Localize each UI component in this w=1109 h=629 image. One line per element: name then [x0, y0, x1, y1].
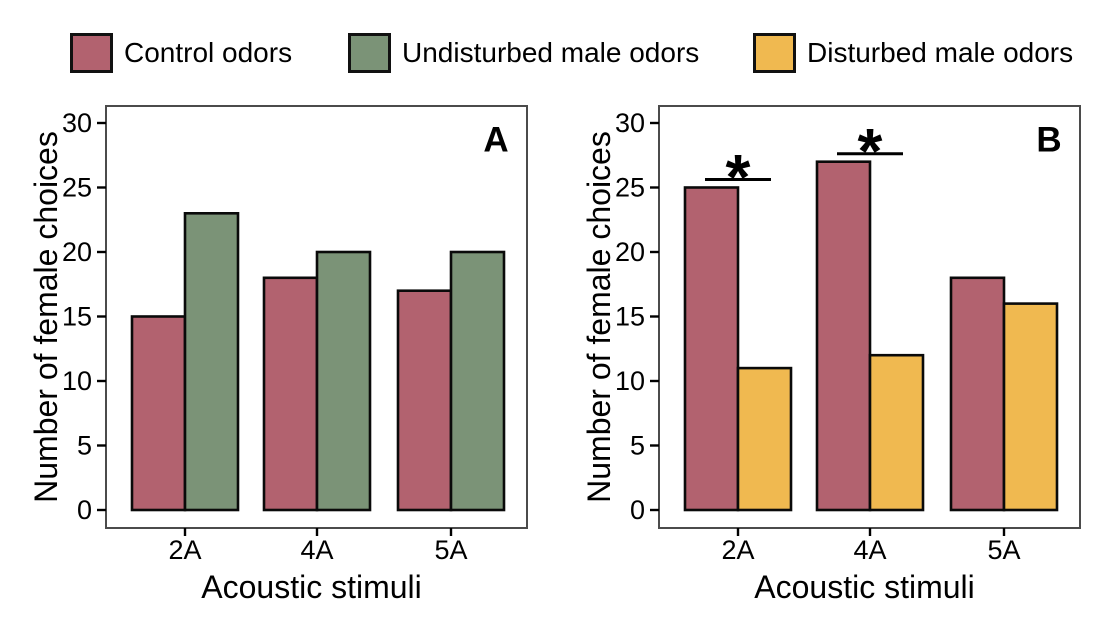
legend-swatch-disturbed-male-odors [753, 33, 796, 73]
bar-2a-series0 [683, 186, 740, 512]
bar-4a-series1 [868, 353, 925, 512]
y-axis-title: Number of female choices [581, 131, 617, 503]
bar-4a-series1 [315, 250, 372, 512]
y-tick-label: 10 [62, 366, 92, 396]
y-tick-label: 30 [62, 108, 92, 138]
x-tick-label: 4A [300, 535, 333, 565]
x-tick-label: 4A [853, 535, 886, 565]
x-tick-label: 5A [987, 535, 1020, 565]
y-tick-label: 15 [615, 302, 645, 332]
legend-label-undisturbed-male-odors: Undisturbed male odors [402, 37, 700, 68]
bar-2a-series0 [130, 315, 187, 512]
legend-item-undisturbed-male-odors: Undisturbed male odors [348, 33, 699, 73]
significance-asterisk-4a: * [858, 115, 883, 187]
y-tick-label: 25 [615, 173, 645, 203]
x-axis-title: Acoustic stimuli [754, 569, 975, 605]
panel-letter-b: B [1036, 121, 1061, 160]
panel-b: 0 5 10 15 20 25 30 2A 4A 5A * * B Acoustic stimuli Num… [581, 105, 1081, 605]
bar-5a-series1 [449, 250, 506, 512]
x-axis-title: Acoustic stimuli [201, 569, 422, 605]
y-tick-label: 15 [62, 302, 92, 332]
y-tick-label: 10 [615, 366, 645, 396]
bar-5a-series0 [949, 276, 1006, 512]
bar-5a-series0 [396, 289, 453, 512]
legend-item-control-odors: Control odors [70, 33, 292, 73]
legend-label-disturbed-male-odors: Disturbed male odors [807, 37, 1074, 68]
x-tick-label: 2A [168, 535, 201, 565]
y-tick-label: 0 [77, 495, 92, 525]
y-axis-title: Number of female choices [28, 131, 64, 503]
y-tick-label: 30 [615, 108, 645, 138]
y-tick-label: 5 [630, 431, 645, 461]
y-tick-label: 0 [630, 495, 645, 525]
legend-item-disturbed-male-odors: Disturbed male odors [753, 33, 1073, 73]
significance-asterisk-2a: * [726, 141, 751, 213]
panel-letter-a: A [483, 121, 508, 160]
x-tick-label: 5A [434, 535, 467, 565]
legend-swatch-control-odors [70, 33, 113, 73]
x-tick-label: 2A [721, 535, 754, 565]
bar-4a-series0 [815, 160, 872, 512]
bar-5a-series1 [1002, 302, 1059, 512]
bar-2a-series1 [183, 212, 240, 512]
y-tick-label: 20 [615, 237, 645, 267]
bar-2a-series1 [736, 366, 793, 512]
legend-label-control-odors: Control odors [124, 37, 293, 68]
y-tick-label: 25 [62, 173, 92, 203]
y-tick-label: 20 [62, 237, 92, 267]
panel-a: 0 5 10 15 20 25 30 2A 4A 5A A Acoustic stimuli Numbe… [28, 105, 528, 605]
bar-4a-series0 [262, 276, 319, 512]
y-tick-label: 5 [77, 431, 92, 461]
legend-swatch-undisturbed-male-odors [348, 33, 391, 73]
